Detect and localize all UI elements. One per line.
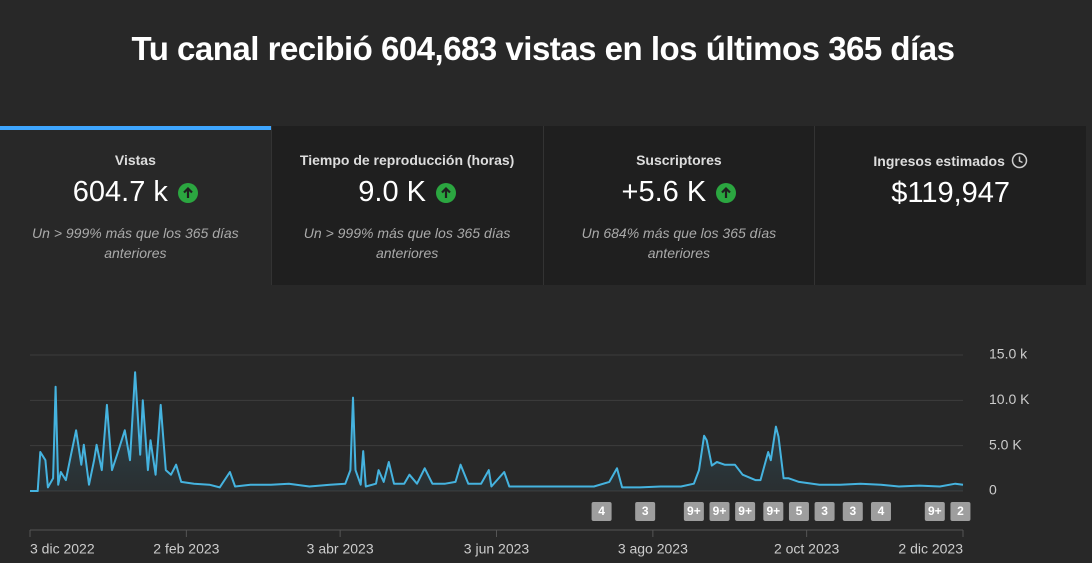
marker-badge (735, 502, 756, 521)
marker-badge (924, 502, 945, 521)
x-tick-label: 2 oct 2023 (774, 541, 840, 557)
x-tick-label: 3 ago 2023 (618, 541, 688, 557)
marker-label: 3 (849, 504, 856, 518)
video-marker[interactable]: 3 (842, 502, 863, 521)
marker-badge (591, 502, 612, 521)
line-series (30, 371, 964, 492)
marker-label: 9+ (928, 504, 942, 518)
marker-label: 4 (598, 504, 605, 518)
card-value-text: 604.7 k (72, 176, 168, 208)
card-label: Tiempo de reproducción (horas) (272, 152, 543, 168)
marker-label: 9+ (687, 504, 701, 518)
video-marker[interactable]: 2 (950, 502, 971, 521)
video-marker[interactable]: 4 (591, 502, 612, 521)
marker-label: 3 (642, 504, 649, 518)
card-value: 9.0 K (272, 176, 543, 209)
marker-label: 9+ (766, 504, 780, 518)
video-marker[interactable]: 4 (870, 502, 891, 521)
y-tick-label: 5.0 K (989, 436, 1022, 452)
video-marker[interactable]: 9+ (683, 502, 704, 521)
marker-badge (870, 502, 891, 521)
marker-badge (950, 502, 971, 521)
metric-card[interactable]: Vistas 604.7 k Un > 999% más que los 365 d… (0, 126, 271, 285)
marker-badge (814, 502, 835, 521)
marker-badge (842, 502, 863, 521)
marker-label: 4 (878, 504, 885, 518)
y-tick-label: 15.0 k (989, 346, 1028, 362)
marker-label: 5 (796, 504, 803, 518)
x-tick-label: 3 jun 2023 (464, 541, 530, 557)
marker-badge (635, 502, 656, 521)
video-marker[interactable]: 9+ (763, 502, 784, 521)
card-value-text: +5.6 K (621, 176, 707, 208)
card-value-text: 9.0 K (358, 176, 426, 208)
marker-label: 9+ (738, 504, 752, 518)
marker-badge (683, 502, 704, 521)
x-tick-label: 3 abr 2023 (307, 541, 374, 557)
card-label: Ingresos estimados (815, 152, 1086, 169)
up-arrow-icon (435, 182, 456, 203)
x-tick-label: 2 feb 2023 (153, 541, 219, 557)
card-comparison: Un > 999% más que los 365 días anteriore… (32, 225, 239, 261)
x-tick-label: 2 dic 2023 (898, 541, 963, 557)
marker-badge (788, 502, 809, 521)
x-tick-label: 3 dic 2022 (30, 541, 95, 557)
metric-cards: Vistas 604.7 k Un > 999% más que los 365 d… (0, 126, 1086, 285)
info-icon[interactable] (1011, 152, 1028, 169)
y-tick-label: 0 (989, 482, 997, 498)
video-marker[interactable]: 3 (635, 502, 656, 521)
video-marker[interactable]: 3 (814, 502, 835, 521)
card-label: Suscriptores (544, 152, 815, 168)
card-value: +5.6 K (544, 176, 815, 209)
card-value: 604.7 k (0, 176, 271, 209)
marker-label: 9+ (713, 504, 727, 518)
card-comparison: Un 684% más que los 365 días anteriores (581, 225, 777, 261)
card-label-text: Suscriptores (636, 152, 722, 168)
card-value: $119,947 (815, 177, 1086, 210)
video-marker[interactable]: 5 (788, 502, 809, 521)
metric-card[interactable]: Ingresos estimados $119,947 (814, 126, 1086, 285)
card-comparison: Un > 999% más que los 365 días anteriore… (303, 225, 511, 261)
card-label-text: Ingresos estimados (873, 153, 1005, 169)
page-title: Tu canal recibió 604,683 vistas en los ú… (131, 30, 955, 67)
video-marker[interactable]: 9+ (735, 502, 756, 521)
card-label-text: Vistas (114, 152, 156, 168)
up-arrow-icon (177, 182, 198, 203)
metric-card[interactable]: Suscriptores +5.6 K Un 684% más que los 36… (542, 126, 815, 285)
card-value-text: $119,947 (891, 177, 1011, 209)
video-marker[interactable]: 9+ (709, 502, 730, 521)
video-marker[interactable]: 9+ (924, 502, 945, 521)
card-label-text: Tiempo de reproducción (horas) (299, 152, 515, 168)
marker-badge (763, 502, 784, 521)
card-label: Vistas (0, 152, 271, 168)
marker-label: 2 (957, 504, 964, 518)
y-tick-label: 10.0 K (989, 391, 1030, 407)
marker-badge (709, 502, 730, 521)
marker-label: 3 (821, 504, 828, 518)
metric-card[interactable]: Tiempo de reproducción (horas) 9.0 K Un > … (270, 126, 543, 285)
up-arrow-icon (716, 182, 737, 203)
